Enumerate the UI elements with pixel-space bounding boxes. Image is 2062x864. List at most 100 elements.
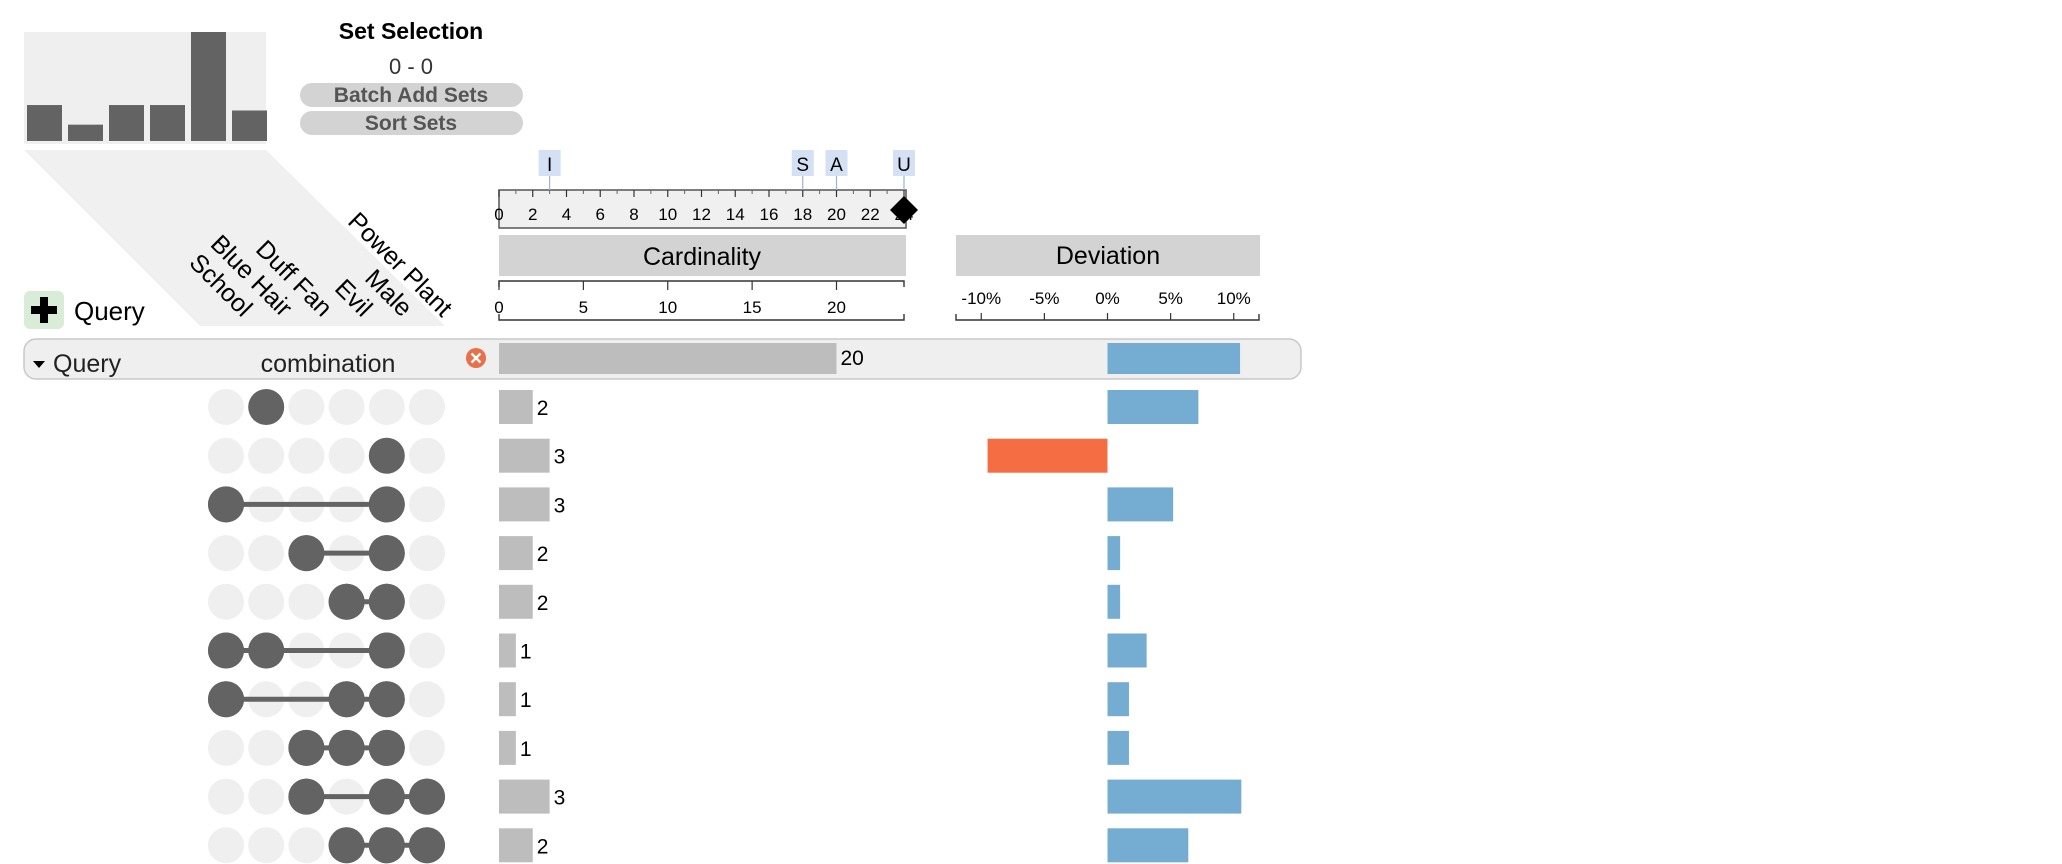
deviation-tick-label: 0% — [1095, 289, 1120, 308]
cardinality-axis-line-bottom — [498, 314, 905, 321]
set-membership-dot-empty — [208, 778, 244, 815]
set-membership-dot-filled — [328, 827, 365, 864]
cardinality-label: 2 — [537, 543, 549, 566]
slider-marker[interactable] — [825, 150, 848, 176]
set-membership-dot-empty — [409, 729, 445, 766]
cardinality-bar[interactable] — [499, 828, 533, 863]
slider-marker-label: S — [796, 155, 809, 176]
cardinality-bar[interactable] — [499, 682, 516, 717]
slider-tick-label: 12 — [692, 205, 711, 224]
sort-sets-button[interactable]: Sort Sets — [300, 111, 523, 135]
cardinality-tick-label: 15 — [743, 298, 762, 317]
cardinality-bar[interactable] — [499, 584, 533, 619]
set-membership-dot-empty — [208, 729, 244, 766]
set-membership-dot-filled — [328, 729, 365, 766]
set-membership-dot-filled — [248, 389, 285, 425]
deviation-bar[interactable] — [1107, 633, 1147, 668]
deviation-tick-label: 5% — [1158, 289, 1183, 308]
set-selection-range: 0 - 0 — [389, 54, 433, 79]
set-membership-dot-filled — [288, 535, 325, 572]
cardinality-bar[interactable] — [499, 438, 550, 473]
subset-row[interactable]: 1 — [208, 729, 1129, 766]
set-membership-dot-filled — [368, 729, 405, 766]
cardinality-bar[interactable] — [499, 536, 533, 571]
slider-marker[interactable] — [791, 150, 814, 176]
set-membership-dot-empty — [368, 389, 405, 425]
set-membership-dot-empty — [288, 389, 325, 425]
deviation-bar[interactable] — [1107, 828, 1189, 863]
set-size-overview[interactable] — [24, 32, 267, 144]
cardinality-label: 2 — [537, 397, 549, 420]
deviation-bar[interactable] — [1107, 390, 1199, 424]
subset-row[interactable]: 1 — [208, 632, 1147, 669]
set-membership-dot-filled — [208, 486, 244, 523]
cardinality-slider[interactable]: 024681012141618202224ISAU — [494, 150, 918, 229]
slider-tick-label: 2 — [528, 205, 537, 224]
subset-row[interactable]: 3 — [208, 778, 1242, 815]
slider-marker[interactable] — [538, 150, 561, 176]
cardinality-axis-line — [498, 280, 905, 287]
subset-row[interactable]: 3 — [208, 486, 1174, 523]
slider-tick-label: 14 — [726, 205, 745, 224]
group-cardinality-bar[interactable] — [499, 343, 837, 374]
set-membership-dot-empty — [248, 535, 285, 572]
cardinality-bar[interactable] — [499, 390, 533, 424]
cardinality-label: 3 — [554, 446, 566, 469]
overview-bar[interactable] — [191, 32, 226, 141]
plus-icon — [31, 297, 57, 323]
set-membership-dot-empty — [328, 437, 365, 474]
subset-row[interactable]: 2 — [208, 827, 1189, 864]
subset-row[interactable]: 2 — [208, 535, 1121, 572]
cardinality-label: 1 — [520, 689, 532, 712]
slider-marker-label: A — [830, 155, 843, 176]
deviation-bar[interactable] — [1107, 682, 1129, 717]
slider-tick-label: 0 — [494, 205, 503, 224]
overview-bar[interactable] — [27, 105, 62, 141]
deviation-bar[interactable] — [1107, 584, 1121, 619]
overview-bar[interactable] — [68, 124, 103, 141]
overview-bar[interactable] — [109, 105, 144, 141]
slider-handle[interactable] — [890, 196, 918, 224]
set-membership-dot-filled — [368, 681, 405, 718]
cardinality-bar[interactable] — [499, 779, 550, 814]
caret-down-icon[interactable] — [33, 361, 45, 368]
overview-bar[interactable] — [150, 105, 185, 141]
deviation-bar[interactable] — [987, 438, 1108, 473]
slider-tick-label: 16 — [760, 205, 779, 224]
remove-group-icon[interactable] — [466, 348, 486, 368]
set-membership-dot-filled — [409, 827, 445, 864]
overview-bar[interactable] — [232, 110, 267, 141]
slider-marker[interactable] — [893, 150, 915, 176]
set-membership-dot-empty — [288, 437, 325, 474]
slider-tick-label: 20 — [827, 205, 846, 224]
add-query-button[interactable] — [24, 291, 64, 329]
batch-add-sets-label: Batch Add Sets — [334, 84, 488, 107]
set-membership-dot-empty — [208, 827, 244, 864]
deviation-bar[interactable] — [1107, 779, 1242, 814]
deviation-bar[interactable] — [1107, 536, 1121, 571]
set-membership-dot-empty — [409, 632, 445, 669]
set-selection-title: Set Selection — [339, 18, 483, 44]
set-membership-dot-empty — [288, 583, 325, 620]
set-membership-dot-filled — [208, 681, 244, 718]
slider-marker-label: I — [547, 155, 552, 176]
deviation-tick-label: -10% — [961, 289, 1001, 308]
subset-row[interactable]: 2 — [208, 389, 1199, 425]
cardinality-header[interactable]: Cardinality — [499, 235, 906, 276]
set-membership-dot-empty — [208, 437, 244, 474]
group-deviation-bar[interactable] — [1107, 343, 1241, 374]
set-membership-dot-empty — [409, 681, 445, 718]
cardinality-axis: 0 5 10 15 20 — [494, 280, 905, 321]
subset-row[interactable]: 2 — [208, 583, 1121, 620]
subset-row[interactable]: 3 — [208, 437, 1108, 474]
batch-add-sets-button[interactable]: Batch Add Sets — [300, 83, 523, 107]
cardinality-bar[interactable] — [499, 487, 550, 522]
set-membership-dot-empty — [208, 389, 244, 425]
cardinality-bar[interactable] — [499, 633, 516, 668]
slider-tick-label: 18 — [793, 205, 812, 224]
deviation-bar[interactable] — [1107, 487, 1174, 522]
cardinality-bar[interactable] — [499, 730, 516, 765]
subset-row[interactable]: 1 — [208, 681, 1129, 718]
deviation-header[interactable]: Deviation — [956, 235, 1260, 276]
deviation-bar[interactable] — [1107, 730, 1129, 765]
